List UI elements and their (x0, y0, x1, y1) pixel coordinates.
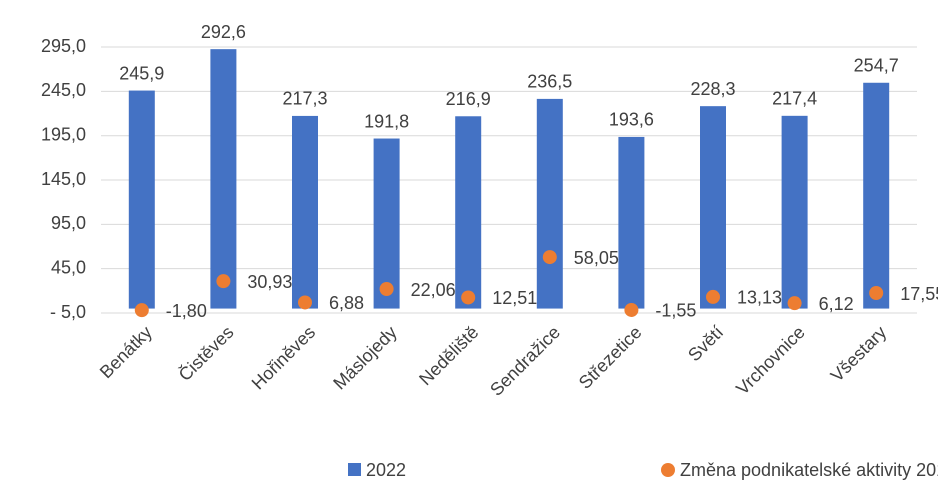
point (706, 289, 720, 304)
x-tick-label: Benátky (96, 322, 156, 382)
bar (863, 82, 890, 309)
point-value-label: 6,88 (329, 293, 364, 313)
y-tick-label: - 5,0 (50, 302, 86, 322)
bar-value-label: 292,6 (201, 22, 246, 42)
y-tick-label: 145,0 (41, 169, 86, 189)
point (542, 250, 557, 265)
point (624, 302, 639, 317)
bar-value-label: 254,7 (854, 56, 899, 76)
point (216, 274, 231, 289)
x-tick-label: Vrchovnice (732, 322, 809, 399)
x-tick-label: Čistěves (174, 321, 238, 385)
point (787, 296, 802, 311)
point-value-label: 6,12 (819, 294, 854, 314)
bar (536, 98, 563, 309)
bar (455, 116, 482, 309)
legend-label: Změna podnikatelské aktivity 2012–2022 (… (680, 460, 938, 480)
y-tick-label: 95,0 (51, 213, 86, 233)
point-value-label: 58,05 (574, 248, 619, 268)
point-value-label: 22,06 (411, 280, 456, 300)
point-value-label: -1,55 (655, 301, 696, 321)
bar (292, 115, 318, 309)
bar-value-label: 193,6 (609, 110, 654, 130)
x-tick-label: Máslojedy (329, 322, 400, 393)
legend-swatch (661, 463, 675, 477)
y-tick-label: 295,0 (41, 36, 86, 56)
point (461, 290, 476, 305)
point-value-label: 12,51 (492, 288, 537, 308)
y-tick-label: 195,0 (41, 124, 86, 144)
bar-value-label: 216,9 (446, 89, 491, 109)
legend-swatch (348, 463, 361, 476)
bar (700, 106, 726, 309)
bar-value-label: 217,4 (772, 89, 817, 109)
x-tick-label: Střezetice (575, 322, 646, 393)
bar-value-label: 245,9 (119, 63, 164, 83)
point-value-label: -1,80 (166, 301, 207, 321)
x-tick-label: Neděliště (415, 322, 482, 389)
point-value-label: 13,13 (737, 288, 782, 308)
bar (781, 115, 808, 309)
bar (210, 49, 237, 309)
x-tick-label: Sendražice (486, 322, 564, 400)
bar (618, 136, 645, 309)
point (134, 303, 149, 318)
bar-value-label: 228,3 (690, 79, 735, 99)
bar (128, 90, 155, 309)
x-tick-label: Světí (684, 322, 727, 365)
bar (373, 138, 400, 309)
bar-value-label: 236,5 (527, 72, 572, 92)
point (298, 295, 312, 310)
legend-label: 2022 (366, 460, 406, 480)
point-value-label: 17,55 (900, 284, 938, 304)
y-tick-label: 245,0 (41, 80, 86, 100)
y-tick-label: 45,0 (51, 257, 86, 277)
x-tick-label: Všestary (827, 322, 891, 386)
point (869, 286, 884, 301)
point (379, 282, 394, 297)
point-value-label: 30,93 (247, 272, 292, 292)
bar-value-label: 217,3 (282, 89, 327, 109)
bar-value-label: 191,8 (364, 111, 409, 131)
x-tick-label: Hořiněves (248, 322, 319, 393)
